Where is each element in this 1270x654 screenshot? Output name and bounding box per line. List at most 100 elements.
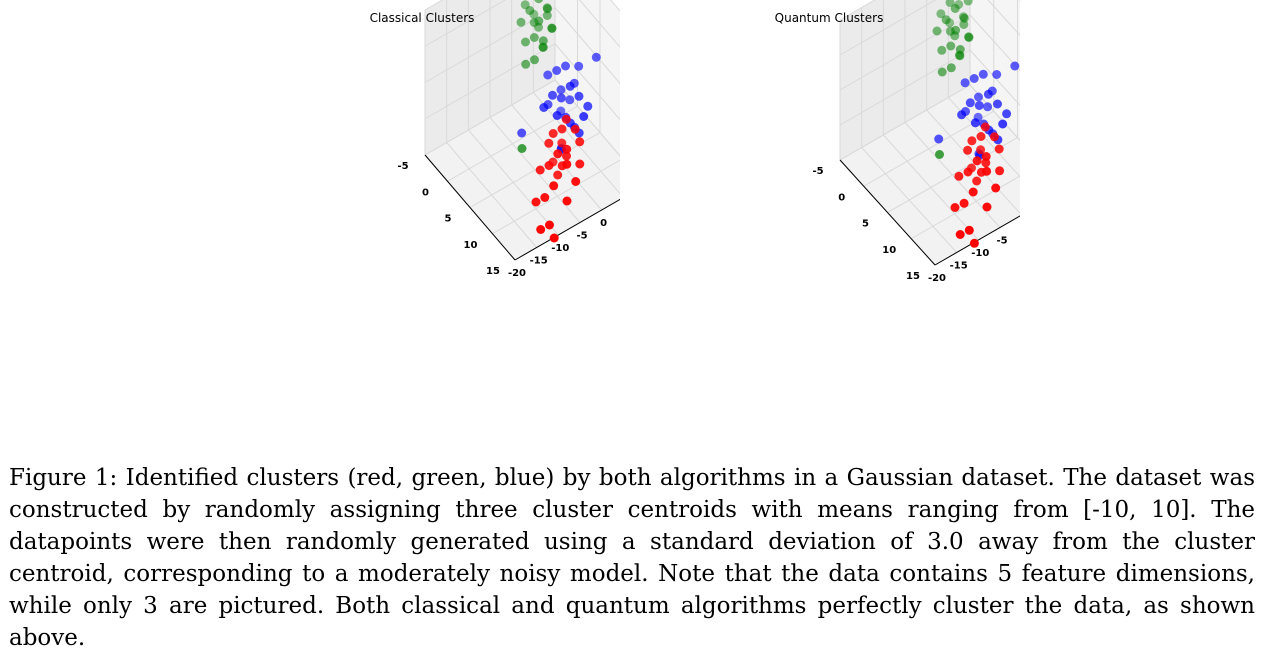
scatter-point-blue xyxy=(993,99,1002,109)
scatter-point-red xyxy=(980,122,990,132)
scatter-point-blue xyxy=(934,134,944,144)
grid-line xyxy=(839,84,971,161)
x-tick-label: 15 xyxy=(486,266,500,277)
grid-line xyxy=(861,147,958,253)
scatter-point-red xyxy=(969,238,979,248)
scatter-point-red xyxy=(544,161,554,170)
scatter-point-green xyxy=(534,16,544,26)
x-tick-label: 0 xyxy=(838,192,845,203)
scatter-point-green xyxy=(538,36,548,46)
scatter-point-red xyxy=(959,198,969,208)
quantum-clusters-plot: -5051015-20-15-10-50510-10-50510Quantum … xyxy=(640,0,1020,400)
scatter-point-red xyxy=(562,159,572,169)
scatter-point-red xyxy=(955,230,965,239)
scatter-point-red xyxy=(535,165,545,175)
scatter-point-green xyxy=(530,55,539,65)
scatter-point-red xyxy=(968,187,978,197)
scatter-point-red xyxy=(575,159,585,169)
scatter-point-red xyxy=(544,138,554,148)
scatter-point-red xyxy=(562,196,572,206)
scatter-point-green xyxy=(963,0,973,6)
scatter-point-green xyxy=(525,6,535,15)
scatter-point-blue xyxy=(983,89,993,99)
scatter-point-red xyxy=(981,152,991,161)
scatter-point-blue xyxy=(583,101,593,111)
x-tick-label: 5 xyxy=(445,214,452,225)
scatter-point-green xyxy=(946,63,956,73)
scatter-point-red xyxy=(976,145,986,155)
scatter-point-green xyxy=(521,37,530,47)
grid-line xyxy=(578,0,620,48)
scatter-point-blue xyxy=(539,103,549,112)
grid-line xyxy=(839,49,971,126)
scatter-point-green xyxy=(937,45,947,55)
classical-clusters-plot: -5051015-20-15-10-50510-10-50510Classica… xyxy=(240,0,620,400)
scatter-point-green xyxy=(950,4,960,13)
scatter-point-blue xyxy=(556,93,566,103)
scatter-point-red xyxy=(950,203,960,212)
scatter-point-red xyxy=(531,197,541,207)
scatter-point-blue xyxy=(552,66,562,75)
classical-clusters-svg: -5051015-20-15-10-50510-10-50510Classica… xyxy=(370,0,620,279)
y-tick-label: -20 xyxy=(928,273,946,284)
scatter-point-blue xyxy=(579,112,589,121)
x-tick-label: 15 xyxy=(906,271,920,282)
scatter-point-red xyxy=(972,156,982,166)
grid-line xyxy=(446,142,538,248)
scatter-point-blue xyxy=(978,69,988,79)
scatter-point-red xyxy=(557,124,567,134)
scatter-point-green xyxy=(547,24,557,33)
x-axis-line xyxy=(839,159,936,266)
y-axis-line xyxy=(514,198,620,261)
scatter-point-red xyxy=(964,225,974,235)
y-tick-label: -20 xyxy=(508,268,526,279)
x-tick-label: 10 xyxy=(882,245,896,256)
grid-line xyxy=(424,0,507,47)
scatter-point-red xyxy=(982,166,992,176)
grid-line xyxy=(882,134,979,241)
x-tick-label: 0 xyxy=(422,187,429,198)
floor-pane xyxy=(840,85,1020,265)
scatter-point-red xyxy=(995,166,1005,176)
plot-title: Classical Clusters xyxy=(370,11,475,25)
scatter-point-blue xyxy=(574,61,584,71)
scatter-point-green xyxy=(529,33,539,42)
scatter-point-blue xyxy=(517,128,527,138)
scatter-point-blue xyxy=(565,81,575,91)
figure-caption: Figure 1: Identified clusters (red, gree… xyxy=(9,465,1255,651)
grid-line xyxy=(424,79,556,156)
scatter-point-blue xyxy=(960,78,970,88)
scatter-point-blue xyxy=(974,101,984,110)
scatter-point-green xyxy=(516,17,526,27)
scatter-point-green xyxy=(935,150,944,159)
x-tick-label: 10 xyxy=(464,240,478,251)
x-tick-label: -5 xyxy=(812,166,823,177)
scatter-point-green xyxy=(521,59,531,69)
scatter-point-blue xyxy=(543,70,553,80)
scatter-point-blue xyxy=(591,52,601,62)
grid-line xyxy=(554,7,620,85)
scatter-point-blue xyxy=(983,102,993,112)
scatter-point-green xyxy=(538,43,548,52)
grid-line xyxy=(969,84,1020,142)
scatter-point-blue xyxy=(974,92,983,102)
scatter-point-blue xyxy=(552,111,562,120)
y-tick-label: -10 xyxy=(551,243,569,254)
scatter-point-red xyxy=(967,136,977,146)
scatter-point-blue xyxy=(548,90,557,100)
grid-line xyxy=(839,0,876,21)
y-tick-label: -10 xyxy=(971,248,989,259)
scatter-point-blue xyxy=(556,85,566,95)
scatter-point-blue xyxy=(965,98,975,108)
scatter-point-red xyxy=(982,202,992,212)
scatter-point-green xyxy=(941,15,951,25)
y-tick-label: -5 xyxy=(996,236,1007,247)
scatter-point-green xyxy=(959,13,969,23)
y-tick-label: -15 xyxy=(530,256,548,267)
scatter-point-red xyxy=(536,225,546,234)
grid-line xyxy=(969,49,1020,107)
scatter-point-blue xyxy=(574,91,584,101)
scatter-point-green xyxy=(542,11,552,20)
scatter-point-green xyxy=(936,9,946,19)
scatter-point-blue xyxy=(561,61,570,71)
